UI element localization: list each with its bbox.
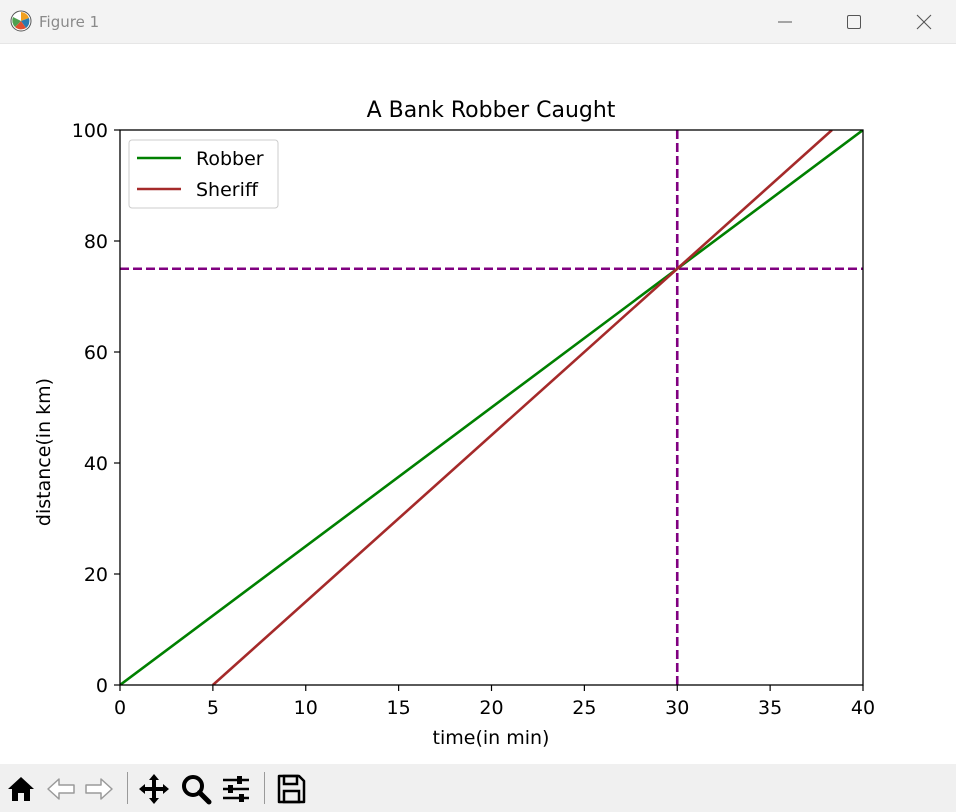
x-tick-label: 25 (572, 697, 596, 719)
y-tick-label: 100 (72, 120, 108, 142)
zoom-icon (182, 775, 212, 805)
pan-icon (139, 774, 169, 804)
matplotlib-logo-icon (10, 10, 32, 32)
home-icon (8, 777, 34, 801)
forward-arrow-icon (85, 778, 113, 800)
y-tick-label: 80 (84, 231, 108, 253)
back-arrow-icon (47, 778, 75, 800)
toolbar-separator (264, 772, 265, 804)
maximize-button[interactable] (834, 7, 874, 37)
close-icon (916, 14, 932, 30)
save-button[interactable] (272, 770, 310, 808)
y-tick-label: 0 (96, 675, 108, 697)
x-tick-label: 40 (851, 697, 875, 719)
configure-subplots-button[interactable] (217, 770, 255, 808)
x-tick-label: 30 (665, 697, 689, 719)
y-tick-label: 40 (84, 453, 108, 475)
minimize-icon (778, 21, 792, 23)
title-bar: Figure 1 (0, 0, 956, 44)
home-button[interactable] (2, 770, 40, 808)
x-tick-label: 20 (479, 697, 503, 719)
y-axis-label: distance(in km) (33, 378, 55, 526)
plot-frame (119, 129, 864, 686)
window-title: Figure 1 (39, 13, 100, 31)
zoom-button[interactable] (177, 770, 215, 808)
legend: Robber Sheriff (128, 139, 279, 209)
toolbar-separator (127, 772, 128, 804)
chart-title: A Bank Robber Caught (367, 98, 616, 123)
legend-label: Robber (196, 148, 264, 170)
series-line-sheriff (212, 130, 833, 685)
series-line-robber (120, 130, 863, 685)
x-tick-label: 0 (114, 697, 126, 719)
x-axis-label: time(in min) (433, 727, 550, 749)
close-button[interactable] (904, 7, 944, 37)
navigation-toolbar (0, 764, 956, 812)
forward-button[interactable] (80, 770, 118, 808)
minimize-button[interactable] (765, 7, 805, 37)
line-chart: A Bank Robber Caught time(in min) distan… (33, 98, 875, 749)
x-tick-label: 5 (207, 697, 219, 719)
save-icon (277, 774, 306, 804)
y-tick-label: 20 (84, 564, 108, 586)
maximize-icon (847, 15, 861, 29)
figure-canvas[interactable]: A Bank Robber Caught time(in min) distan… (0, 44, 956, 764)
y-tick-label: 60 (84, 342, 108, 364)
back-button[interactable] (42, 770, 80, 808)
legend-label: Sheriff (196, 179, 259, 201)
x-tick-label: 35 (758, 697, 782, 719)
x-tick-label: 15 (387, 697, 411, 719)
pan-button[interactable] (135, 770, 173, 808)
x-tick-label: 10 (294, 697, 318, 719)
configure-subplots-icon (223, 776, 249, 802)
